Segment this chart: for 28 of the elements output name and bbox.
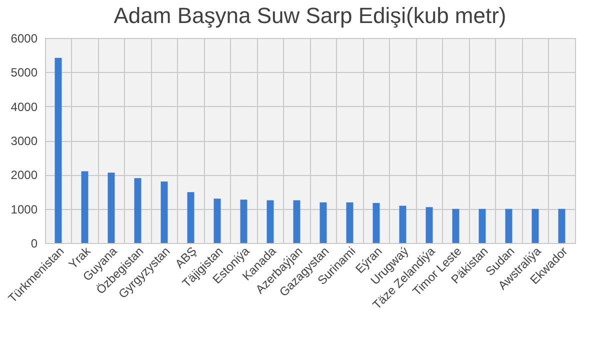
bar	[346, 202, 354, 243]
bar	[81, 171, 88, 243]
y-tick-label: 0	[30, 236, 38, 250]
bar	[266, 200, 274, 243]
bar	[372, 203, 380, 243]
y-tick-label: 6000	[10, 32, 38, 46]
bar	[240, 200, 248, 243]
y-tick-label: 4000	[10, 100, 38, 114]
bar	[532, 208, 539, 243]
bar	[54, 58, 62, 243]
y-tick-label: 1000	[10, 202, 38, 216]
bar	[478, 208, 486, 243]
bar	[134, 178, 142, 243]
y-tick-label: 5000	[10, 66, 38, 80]
bar	[160, 182, 168, 243]
bar	[187, 192, 194, 243]
bar	[214, 198, 221, 243]
bar	[558, 208, 566, 243]
chart-title: Adam Başyna Suw Sarp Edişi(kub metr)	[114, 3, 506, 28]
bar	[320, 202, 327, 243]
bar	[399, 206, 406, 243]
bar	[293, 200, 300, 243]
bar	[505, 208, 512, 243]
bar	[108, 172, 115, 243]
bar	[452, 208, 460, 243]
y-tick-label: 3000	[10, 134, 38, 148]
bar	[426, 207, 433, 243]
y-tick-label: 2000	[10, 168, 38, 182]
